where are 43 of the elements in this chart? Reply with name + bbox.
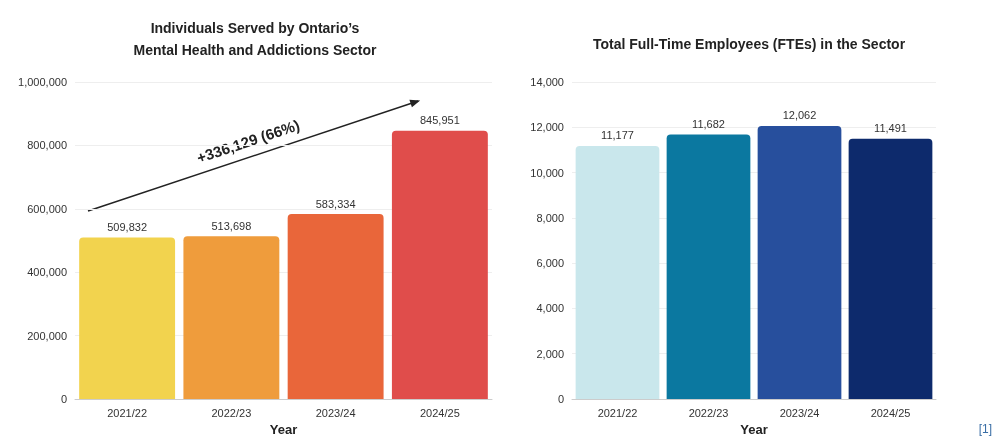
y-tick-label: 6,000 bbox=[536, 257, 564, 270]
bar bbox=[79, 237, 176, 399]
data-label: 12,062 bbox=[782, 109, 817, 122]
x-axis-title: Year bbox=[740, 422, 768, 437]
y-tick-label: 12,000 bbox=[530, 121, 564, 134]
y-tick-label: 1,000,000 bbox=[18, 76, 67, 88]
x-tick-label: 2024/25 bbox=[870, 406, 911, 419]
y-tick-label: 8,000 bbox=[536, 211, 564, 224]
bar bbox=[391, 130, 488, 399]
bar bbox=[575, 145, 660, 399]
text: [1] bbox=[978, 422, 992, 436]
y-tick-label: 200,000 bbox=[27, 329, 67, 342]
x-tick-label: 2022/23 bbox=[211, 406, 252, 419]
y-tick-label: 600,000 bbox=[27, 202, 67, 215]
data-label: 583,334 bbox=[315, 197, 356, 210]
y-tick-label: 14,000 bbox=[530, 76, 564, 88]
y-tick-label: 4,000 bbox=[536, 302, 564, 315]
bar bbox=[287, 214, 384, 399]
y-tick-label: 0 bbox=[60, 393, 67, 405]
x-tick-label: 2021/22 bbox=[597, 406, 638, 419]
data-label: 11,177 bbox=[601, 129, 634, 142]
x-tick-label: 2024/25 bbox=[419, 406, 460, 419]
data-label: 513,698 bbox=[211, 219, 252, 232]
bar bbox=[848, 138, 933, 399]
chart-title: Individuals Served by Ontario’s Mental Health and Addictions Sector bbox=[133, 20, 378, 58]
x-tick-label: 2021/22 bbox=[107, 406, 148, 419]
x-tick-label: 2023/24 bbox=[779, 406, 820, 419]
data-label: 11,682 bbox=[692, 117, 725, 130]
y-tick-label: 800,000 bbox=[27, 139, 67, 152]
y-tick-label: 400,000 bbox=[27, 266, 67, 279]
bar bbox=[183, 236, 280, 399]
data-label: 845,951 bbox=[419, 114, 460, 127]
chart-title: Total Full-Time Employees (FTEs) in the Sector bbox=[592, 36, 906, 52]
x-axis-title: Year bbox=[269, 422, 298, 437]
bar bbox=[666, 134, 751, 399]
y-tick-label: 2,000 bbox=[536, 347, 564, 360]
y-tick-label: 0 bbox=[557, 393, 564, 405]
y-tick-label: 10,000 bbox=[530, 166, 564, 179]
data-label: 11,491 bbox=[874, 122, 907, 135]
x-tick-label: 2023/24 bbox=[315, 406, 356, 419]
data-label: 509,832 bbox=[107, 220, 148, 233]
x-tick-label: 2022/23 bbox=[688, 406, 729, 419]
bar bbox=[757, 125, 842, 399]
